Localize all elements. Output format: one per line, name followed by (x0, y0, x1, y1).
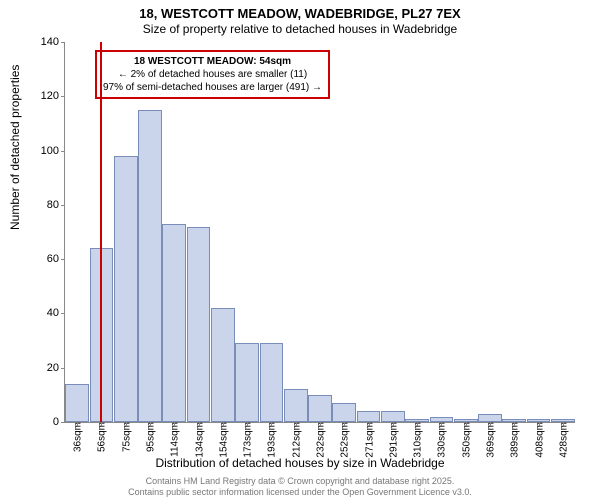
x-tick-mark (101, 422, 102, 426)
x-tick-label: 212sqm (289, 422, 302, 458)
x-tick-mark (393, 422, 394, 426)
bar (308, 395, 332, 422)
x-tick-label: 36sqm (71, 422, 84, 452)
chart-title: 18, WESTCOTT MEADOW, WADEBRIDGE, PL27 7E… (0, 6, 600, 21)
x-tick-mark (320, 422, 321, 426)
x-tick-mark (199, 422, 200, 426)
bar (114, 156, 138, 422)
chart-footer: Contains HM Land Registry data © Crown c… (10, 476, 590, 498)
chart-subtitle: Size of property relative to detached ho… (0, 22, 600, 36)
y-tick-mark (61, 96, 65, 97)
x-tick-label: 114sqm (168, 422, 181, 457)
footer-line2: Contains public sector information licen… (10, 487, 590, 498)
y-axis-label: Number of detached properties (8, 65, 22, 230)
x-tick-label: 252sqm (338, 422, 351, 458)
x-tick-label: 369sqm (484, 422, 497, 458)
x-tick-label: 193sqm (265, 422, 278, 458)
x-tick-mark (490, 422, 491, 426)
bar (478, 414, 502, 422)
chart-container: 18, WESTCOTT MEADOW, WADEBRIDGE, PL27 7E… (0, 0, 600, 500)
bar (187, 227, 211, 422)
annotation-line3: 97% of semi-detached houses are larger (… (103, 81, 322, 94)
x-tick-mark (223, 422, 224, 426)
x-tick-mark (466, 422, 467, 426)
y-tick-mark (61, 42, 65, 43)
x-tick-label: 291sqm (386, 422, 399, 458)
x-tick-mark (369, 422, 370, 426)
x-tick-label: 134sqm (192, 422, 205, 458)
x-tick-mark (271, 422, 272, 426)
plot-area: 18 WESTCOTT MEADOW: 54sqm ← 2% of detach… (64, 42, 575, 423)
y-tick-mark (61, 151, 65, 152)
x-tick-label: 310sqm (411, 422, 424, 458)
x-tick-label: 56sqm (95, 422, 108, 452)
property-marker-line (100, 42, 102, 422)
bar (211, 308, 235, 422)
x-tick-label: 428sqm (556, 422, 569, 458)
x-tick-label: 330sqm (435, 422, 448, 458)
y-tick-mark (61, 313, 65, 314)
bar (332, 403, 356, 422)
x-tick-mark (563, 422, 564, 426)
bar (235, 343, 259, 422)
bar (162, 224, 186, 422)
x-tick-label: 350sqm (459, 422, 472, 458)
y-tick-mark (61, 259, 65, 260)
x-tick-mark (126, 422, 127, 426)
bar (381, 411, 405, 422)
x-tick-mark (150, 422, 151, 426)
x-tick-label: 75sqm (119, 422, 132, 452)
x-tick-mark (296, 422, 297, 426)
annotation-line1: 18 WESTCOTT MEADOW: 54sqm (103, 55, 322, 68)
x-tick-mark (77, 422, 78, 426)
x-tick-label: 154sqm (216, 422, 229, 458)
bar (260, 343, 284, 422)
x-tick-label: 389sqm (508, 422, 521, 458)
footer-line1: Contains HM Land Registry data © Crown c… (10, 476, 590, 487)
x-tick-mark (174, 422, 175, 426)
x-tick-label: 271sqm (362, 422, 375, 458)
y-tick-mark (61, 422, 65, 423)
x-tick-label: 232sqm (314, 422, 327, 458)
x-tick-mark (514, 422, 515, 426)
bar (284, 389, 308, 422)
bar (357, 411, 381, 422)
x-tick-mark (247, 422, 248, 426)
x-tick-label: 408sqm (532, 422, 545, 458)
x-tick-label: 173sqm (241, 422, 254, 458)
bar (65, 384, 89, 422)
y-tick-mark (61, 368, 65, 369)
x-tick-mark (441, 422, 442, 426)
x-tick-label: 95sqm (144, 422, 157, 452)
annotation-box: 18 WESTCOTT MEADOW: 54sqm ← 2% of detach… (95, 50, 330, 99)
annotation-line2: ← 2% of detached houses are smaller (11) (103, 68, 322, 81)
bar (138, 110, 162, 422)
x-tick-mark (417, 422, 418, 426)
x-tick-mark (344, 422, 345, 426)
y-tick-mark (61, 205, 65, 206)
x-tick-mark (539, 422, 540, 426)
x-axis-label: Distribution of detached houses by size … (0, 456, 600, 470)
